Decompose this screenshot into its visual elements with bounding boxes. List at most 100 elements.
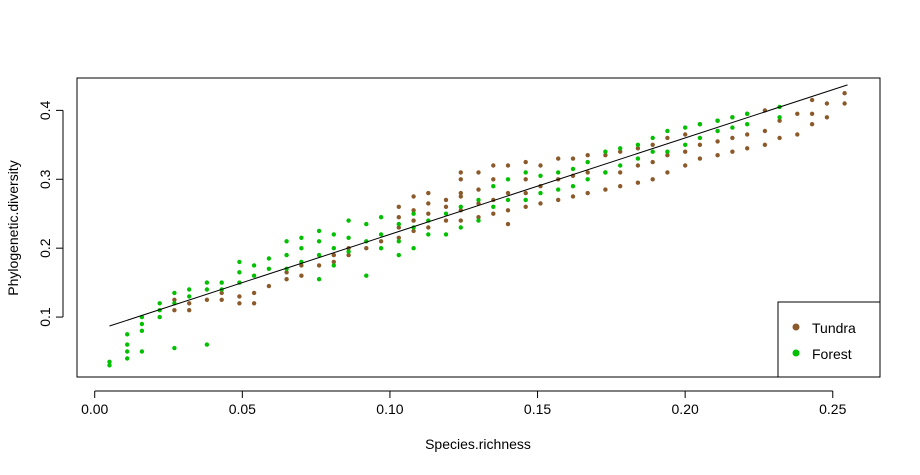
point-forest (139, 349, 145, 354)
point-forest (491, 184, 496, 189)
point-forest (237, 259, 242, 265)
point-forest (683, 142, 688, 147)
point-tundra (364, 246, 369, 251)
point-forest (284, 252, 289, 258)
point-forest (730, 115, 735, 120)
x-axis: 0.00 0.05 0.10 0.15 0.20 0.25 (81, 390, 847, 417)
point-forest (378, 232, 384, 237)
point-forest (378, 246, 384, 251)
point-tundra (426, 225, 431, 230)
point-tundra (299, 273, 304, 278)
point-forest (139, 321, 145, 327)
point-tundra (204, 297, 210, 302)
point-tundra (777, 135, 782, 141)
point-forest (139, 328, 145, 333)
point-forest (266, 266, 272, 271)
point-forest (331, 263, 336, 268)
point-tundra (491, 211, 496, 216)
point-tundra (458, 218, 463, 223)
point-tundra (251, 301, 257, 306)
point-forest (172, 345, 177, 351)
point-tundra (585, 170, 590, 175)
point-forest (715, 118, 720, 123)
point-forest (505, 197, 511, 203)
point-tundra (411, 228, 416, 234)
point-forest (650, 149, 655, 154)
point-tundra (824, 115, 830, 120)
point-forest (585, 177, 590, 182)
point-tundra (809, 122, 815, 127)
point-forest (618, 163, 623, 168)
point-tundra (523, 159, 528, 165)
point-tundra (683, 132, 688, 137)
point-tundra (299, 263, 304, 268)
point-forest (443, 232, 449, 237)
point-forest (364, 221, 369, 227)
point-tundra (523, 204, 528, 209)
point-tundra (505, 190, 511, 196)
y-tick-label: 0.3 (37, 169, 53, 189)
point-forest (346, 235, 351, 240)
x-tick-label: 0.05 (229, 401, 256, 417)
point-tundra (650, 159, 655, 165)
point-forest (570, 166, 576, 172)
point-tundra (476, 201, 481, 206)
point-forest (346, 249, 351, 254)
point-tundra (505, 208, 511, 213)
point-forest (187, 294, 192, 299)
point-forest (585, 159, 590, 165)
point-forest (618, 146, 623, 151)
point-forest (284, 239, 289, 244)
point-tundra (715, 139, 720, 144)
x-tick-label: 0.00 (81, 401, 108, 417)
point-tundra (618, 170, 623, 175)
y-axis-label: Phylogenetic.diversity (5, 160, 21, 295)
point-tundra (251, 290, 257, 296)
point-forest (331, 246, 336, 251)
point-tundra (762, 142, 768, 147)
point-tundra (172, 308, 177, 313)
point-forest (443, 211, 449, 216)
point-forest (219, 280, 224, 285)
point-tundra (795, 132, 800, 137)
point-tundra (172, 297, 177, 302)
point-forest (745, 122, 750, 127)
point-tundra (730, 149, 735, 154)
point-forest (411, 211, 416, 216)
point-forest (665, 149, 670, 154)
point-tundra (635, 180, 641, 185)
point-forest (777, 115, 782, 120)
point-forest (396, 239, 401, 244)
y-tick-label: 0.1 (37, 307, 53, 327)
point-tundra (476, 215, 481, 220)
point-tundra (443, 197, 449, 203)
point-tundra (570, 194, 576, 199)
x-tick-label: 0.25 (819, 401, 846, 417)
point-tundra (426, 190, 431, 196)
point-tundra (491, 177, 496, 182)
point-tundra (426, 211, 431, 216)
point-forest (715, 128, 720, 134)
point-tundra (476, 170, 481, 175)
point-tundra (411, 218, 416, 223)
point-forest (157, 314, 162, 320)
point-tundra (523, 190, 528, 196)
point-tundra (603, 187, 608, 192)
point-tundra (603, 153, 608, 158)
point-forest (523, 170, 528, 175)
point-forest (251, 263, 257, 268)
point-forest (650, 135, 655, 141)
legend-label-tundra: Tundra (812, 320, 856, 336)
point-forest (331, 232, 336, 237)
point-tundra (665, 153, 670, 158)
point-tundra (570, 156, 576, 161)
point-tundra (396, 204, 401, 209)
point-tundra (683, 149, 688, 154)
point-tundra (650, 177, 655, 182)
point-tundra (809, 97, 815, 103)
point-tundra (378, 239, 384, 244)
x-axis-label: Species.richness (425, 436, 531, 452)
point-forest (538, 190, 543, 196)
point-forest (187, 287, 192, 292)
